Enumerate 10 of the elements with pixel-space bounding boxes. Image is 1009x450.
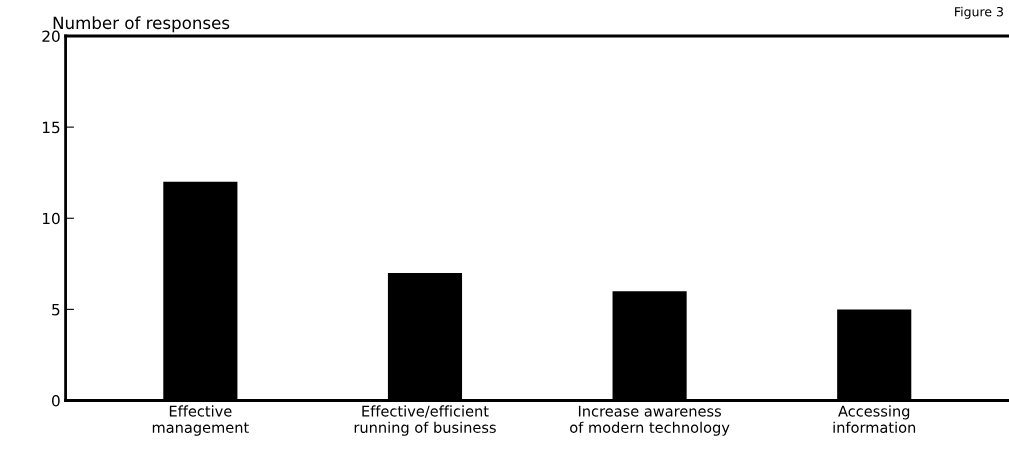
caption: Figure 3 <box>955 6 1003 19</box>
y-tick-label: 0 <box>52 394 60 407</box>
y-tick-label: 20 <box>42 30 60 43</box>
x-tick-label: Effective management <box>152 405 249 436</box>
y-tick-label: 5 <box>52 304 60 316</box>
y-tick-label: 15 <box>42 121 60 134</box>
x-tick-label: Effective/efficient running of business <box>354 405 496 436</box>
x-tick-label: Increase awareness of modern technology <box>570 405 730 436</box>
x-tick-label: Accessing information <box>833 405 916 433</box>
y-tick-label: 10 <box>42 212 60 225</box>
